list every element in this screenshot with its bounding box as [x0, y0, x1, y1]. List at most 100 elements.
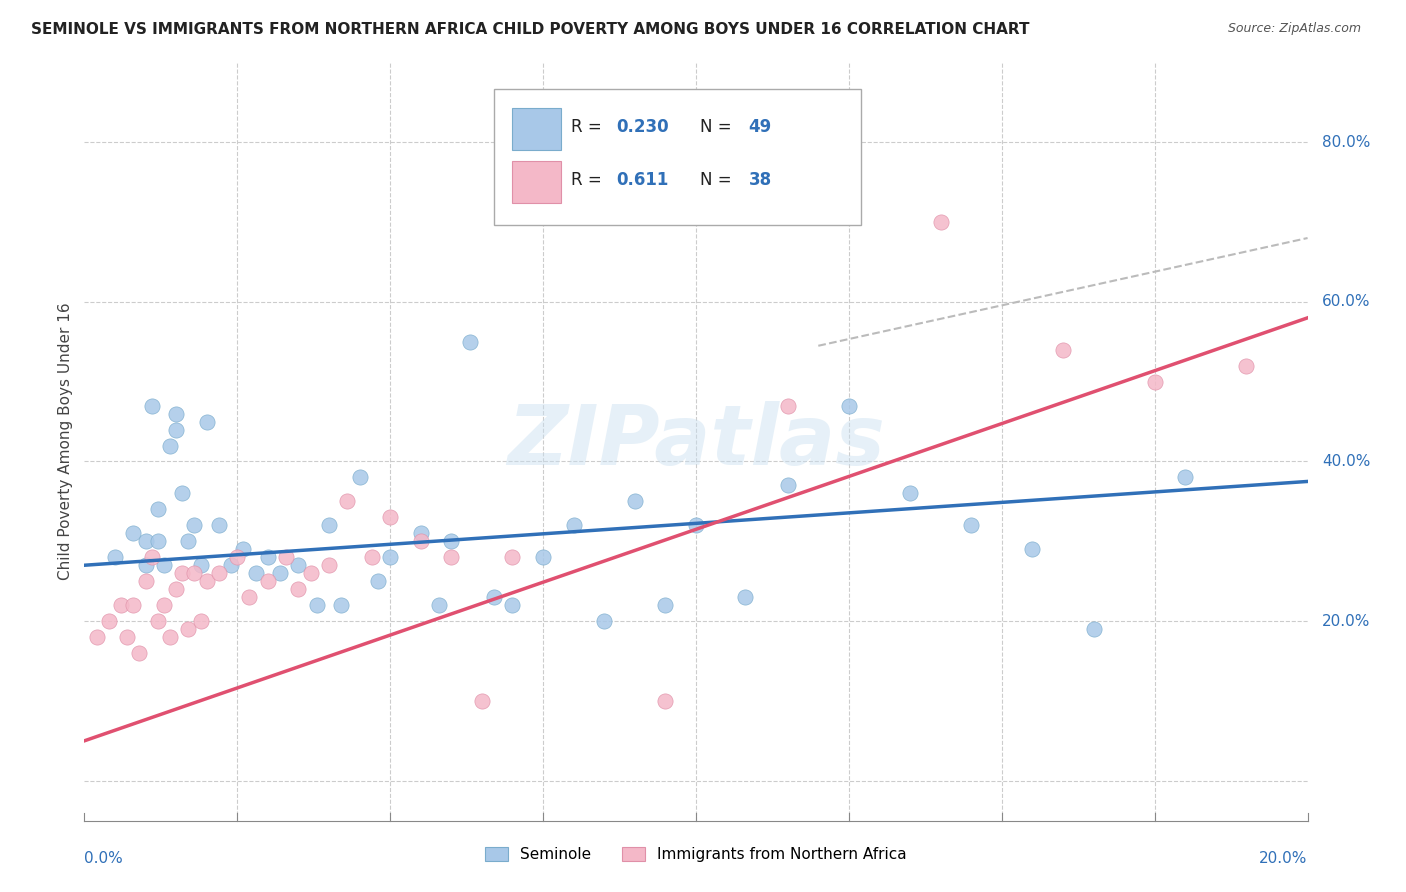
Point [257, 550, 280, 565]
Point [153, 558, 176, 573]
Text: 60.0%: 60.0% [1322, 294, 1371, 310]
Point [190, 614, 212, 628]
Point [257, 574, 280, 589]
Point [269, 566, 291, 581]
Point [1236, 359, 1258, 373]
Point [531, 550, 554, 565]
FancyBboxPatch shape [513, 108, 561, 150]
Point [165, 423, 187, 437]
Point [190, 558, 212, 573]
Point [287, 558, 309, 573]
Point [318, 518, 340, 533]
Point [502, 550, 524, 565]
Legend: Seminole, Immigrants from Northern Africa: Seminole, Immigrants from Northern Afric… [485, 847, 907, 863]
Point [86, 630, 108, 644]
Point [440, 534, 463, 549]
Point [172, 566, 194, 581]
Point [172, 486, 194, 500]
Point [141, 550, 163, 565]
Point [593, 614, 616, 628]
Point [146, 502, 169, 516]
Point [115, 630, 138, 644]
Point [135, 574, 157, 589]
FancyBboxPatch shape [513, 161, 561, 202]
Point [208, 566, 231, 581]
Point [1021, 542, 1043, 557]
Point [734, 590, 756, 604]
Text: N =: N = [700, 171, 737, 189]
Point [360, 550, 382, 565]
Text: 20.0%: 20.0% [1260, 851, 1308, 866]
Point [458, 334, 481, 349]
Text: R =: R = [571, 118, 607, 136]
Point [159, 438, 181, 452]
Point [245, 566, 267, 581]
FancyBboxPatch shape [494, 89, 860, 226]
Text: 0.230: 0.230 [616, 118, 669, 136]
Point [177, 622, 200, 636]
Point [97, 614, 120, 628]
Point [960, 518, 983, 533]
Point [427, 598, 450, 612]
Point [898, 486, 921, 500]
Point [929, 215, 952, 229]
Point [128, 646, 150, 660]
Point [287, 582, 309, 597]
Point [122, 598, 145, 612]
Point [165, 582, 187, 597]
Text: 20.0%: 20.0% [1322, 614, 1371, 629]
Point [502, 598, 524, 612]
Text: ZIPatlas: ZIPatlas [508, 401, 884, 482]
Text: Source: ZipAtlas.com: Source: ZipAtlas.com [1227, 22, 1361, 36]
Point [177, 534, 200, 549]
Point [122, 526, 145, 541]
Point [654, 694, 676, 708]
Point [1174, 470, 1197, 484]
Point [1143, 375, 1166, 389]
Text: 80.0%: 80.0% [1322, 135, 1371, 150]
Point [141, 399, 163, 413]
Text: N =: N = [700, 118, 737, 136]
Point [159, 630, 181, 644]
Point [146, 534, 169, 549]
Point [153, 598, 176, 612]
Point [183, 518, 205, 533]
Point [146, 614, 169, 628]
Point [838, 399, 860, 413]
Point [1083, 622, 1105, 636]
Text: 38: 38 [748, 171, 772, 189]
Point [471, 694, 494, 708]
Point [440, 550, 463, 565]
Point [776, 399, 799, 413]
Point [409, 534, 432, 549]
Point [305, 598, 328, 612]
Text: 0.0%: 0.0% [84, 851, 124, 866]
Point [380, 510, 402, 524]
Point [562, 518, 585, 533]
Point [135, 534, 157, 549]
Point [110, 598, 132, 612]
Text: 0.611: 0.611 [616, 171, 669, 189]
Point [195, 574, 218, 589]
Point [219, 558, 242, 573]
Point [409, 526, 432, 541]
Text: SEMINOLE VS IMMIGRANTS FROM NORTHERN AFRICA CHILD POVERTY AMONG BOYS UNDER 16 CO: SEMINOLE VS IMMIGRANTS FROM NORTHERN AFR… [31, 22, 1029, 37]
Point [299, 566, 322, 581]
Point [380, 550, 402, 565]
Y-axis label: Child Poverty Among Boys Under 16: Child Poverty Among Boys Under 16 [58, 302, 73, 581]
Point [238, 590, 260, 604]
Point [1052, 343, 1074, 357]
Point [318, 558, 340, 573]
Point [135, 558, 157, 573]
Text: 49: 49 [748, 118, 772, 136]
Point [276, 550, 298, 565]
Point [482, 590, 505, 604]
Point [654, 598, 676, 612]
Text: 40.0%: 40.0% [1322, 454, 1371, 469]
Point [349, 470, 371, 484]
Point [208, 518, 231, 533]
Point [232, 542, 254, 557]
Point [336, 494, 359, 508]
Point [104, 550, 127, 565]
Point [330, 598, 353, 612]
